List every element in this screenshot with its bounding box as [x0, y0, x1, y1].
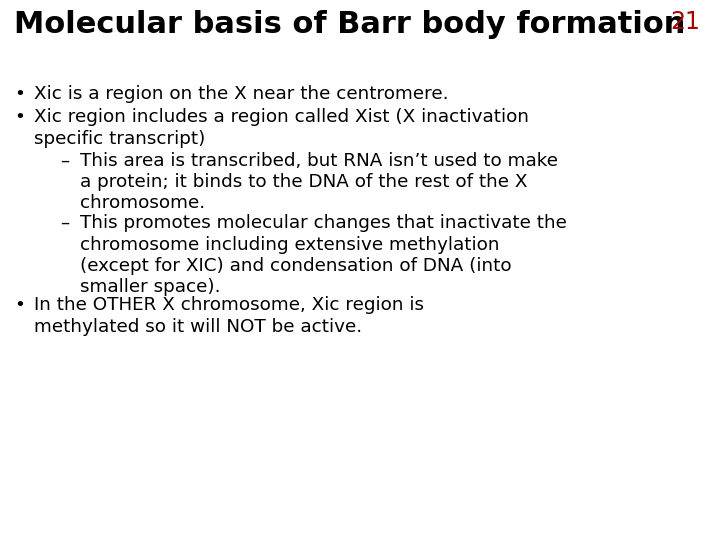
Text: •: • [14, 109, 25, 126]
Text: Xic is a region on the X near the centromere.: Xic is a region on the X near the centro… [34, 85, 449, 103]
Text: •: • [14, 296, 25, 314]
Text: •: • [14, 85, 25, 103]
Text: –: – [60, 214, 69, 232]
Text: In the OTHER X chromosome, Xic region is
methylated so it will NOT be active.: In the OTHER X chromosome, Xic region is… [34, 296, 424, 335]
Text: This promotes molecular changes that inactivate the
chromosome including extensi: This promotes molecular changes that ina… [80, 214, 567, 296]
Text: –: – [60, 152, 69, 170]
Text: Molecular basis of Barr body formation: Molecular basis of Barr body formation [14, 10, 685, 39]
Text: Xic region includes a region called Xist (X inactivation
specific transcript): Xic region includes a region called Xist… [34, 109, 529, 148]
Text: This area is transcribed, but RNA isn’t used to make
a protein; it binds to the : This area is transcribed, but RNA isn’t … [80, 152, 558, 213]
Text: 21: 21 [670, 10, 700, 34]
